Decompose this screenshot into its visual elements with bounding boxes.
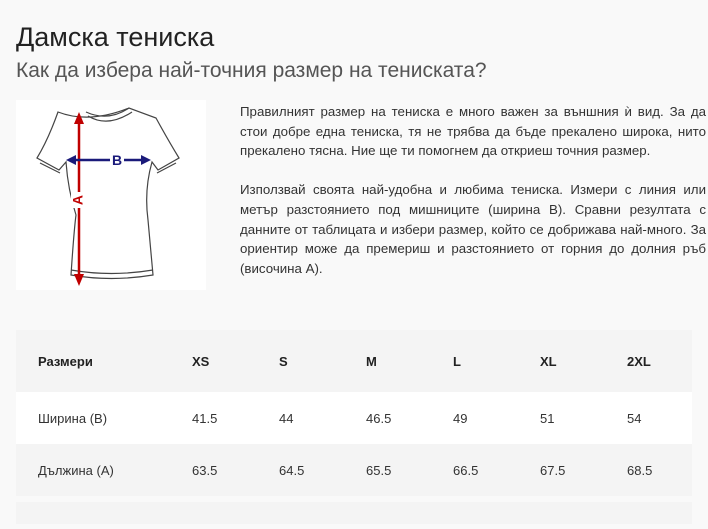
header-cell: Размери — [38, 353, 93, 369]
table-cell: 68.5 — [627, 462, 653, 478]
label-a: A — [70, 195, 86, 205]
size-instructions: Правилният размер на тениска е много важ… — [240, 102, 706, 298]
instructions-paragraph: Правилният размер на тениска е много важ… — [240, 104, 706, 159]
table-cell: 51 — [540, 410, 555, 426]
header-cell: S — [279, 353, 288, 369]
tshirt-icon: A B — [36, 107, 180, 286]
label-b: B — [112, 152, 122, 168]
table-row: Дължина (А) 63.5 64.5 65.5 66.5 67.5 68.… — [16, 444, 692, 496]
header-cell: M — [366, 353, 377, 369]
header-cell: XL — [540, 353, 557, 369]
table-cell: 49 — [453, 410, 468, 426]
tshirt-size-diagram: A B — [16, 100, 206, 290]
header-cell: L — [453, 353, 461, 369]
table-cell: 66.5 — [453, 462, 479, 478]
page-title: Дамска тениска — [16, 22, 215, 52]
size-table: Размери XS S M L XL 2XL Ширина (B) 41.5 … — [16, 330, 692, 524]
row-label: Дължина (А) — [38, 462, 114, 478]
table-row: Ширина (B) 41.5 44 46.5 49 51 54 — [16, 392, 692, 444]
header-cell: XS — [192, 353, 210, 369]
table-cell: 64.5 — [279, 462, 305, 478]
table-cell: 67.5 — [540, 462, 566, 478]
row-label: Ширина (B) — [38, 410, 108, 426]
table-cell: 46.5 — [366, 410, 392, 426]
table-cell: 63.5 — [192, 462, 218, 478]
header-cell: 2XL — [627, 353, 651, 369]
page-subtitle: Как да избера най-точния размер на тенис… — [16, 59, 487, 82]
table-footer — [16, 502, 692, 524]
table-cell: 44 — [279, 410, 294, 426]
table-cell: 54 — [627, 410, 642, 426]
table-cell: 41.5 — [192, 410, 218, 426]
table-cell: 65.5 — [366, 462, 392, 478]
instructions-paragraph: Използвай своята най-удобна и любима тен… — [240, 182, 706, 276]
table-header-row: Размери XS S M L XL 2XL — [16, 330, 692, 392]
